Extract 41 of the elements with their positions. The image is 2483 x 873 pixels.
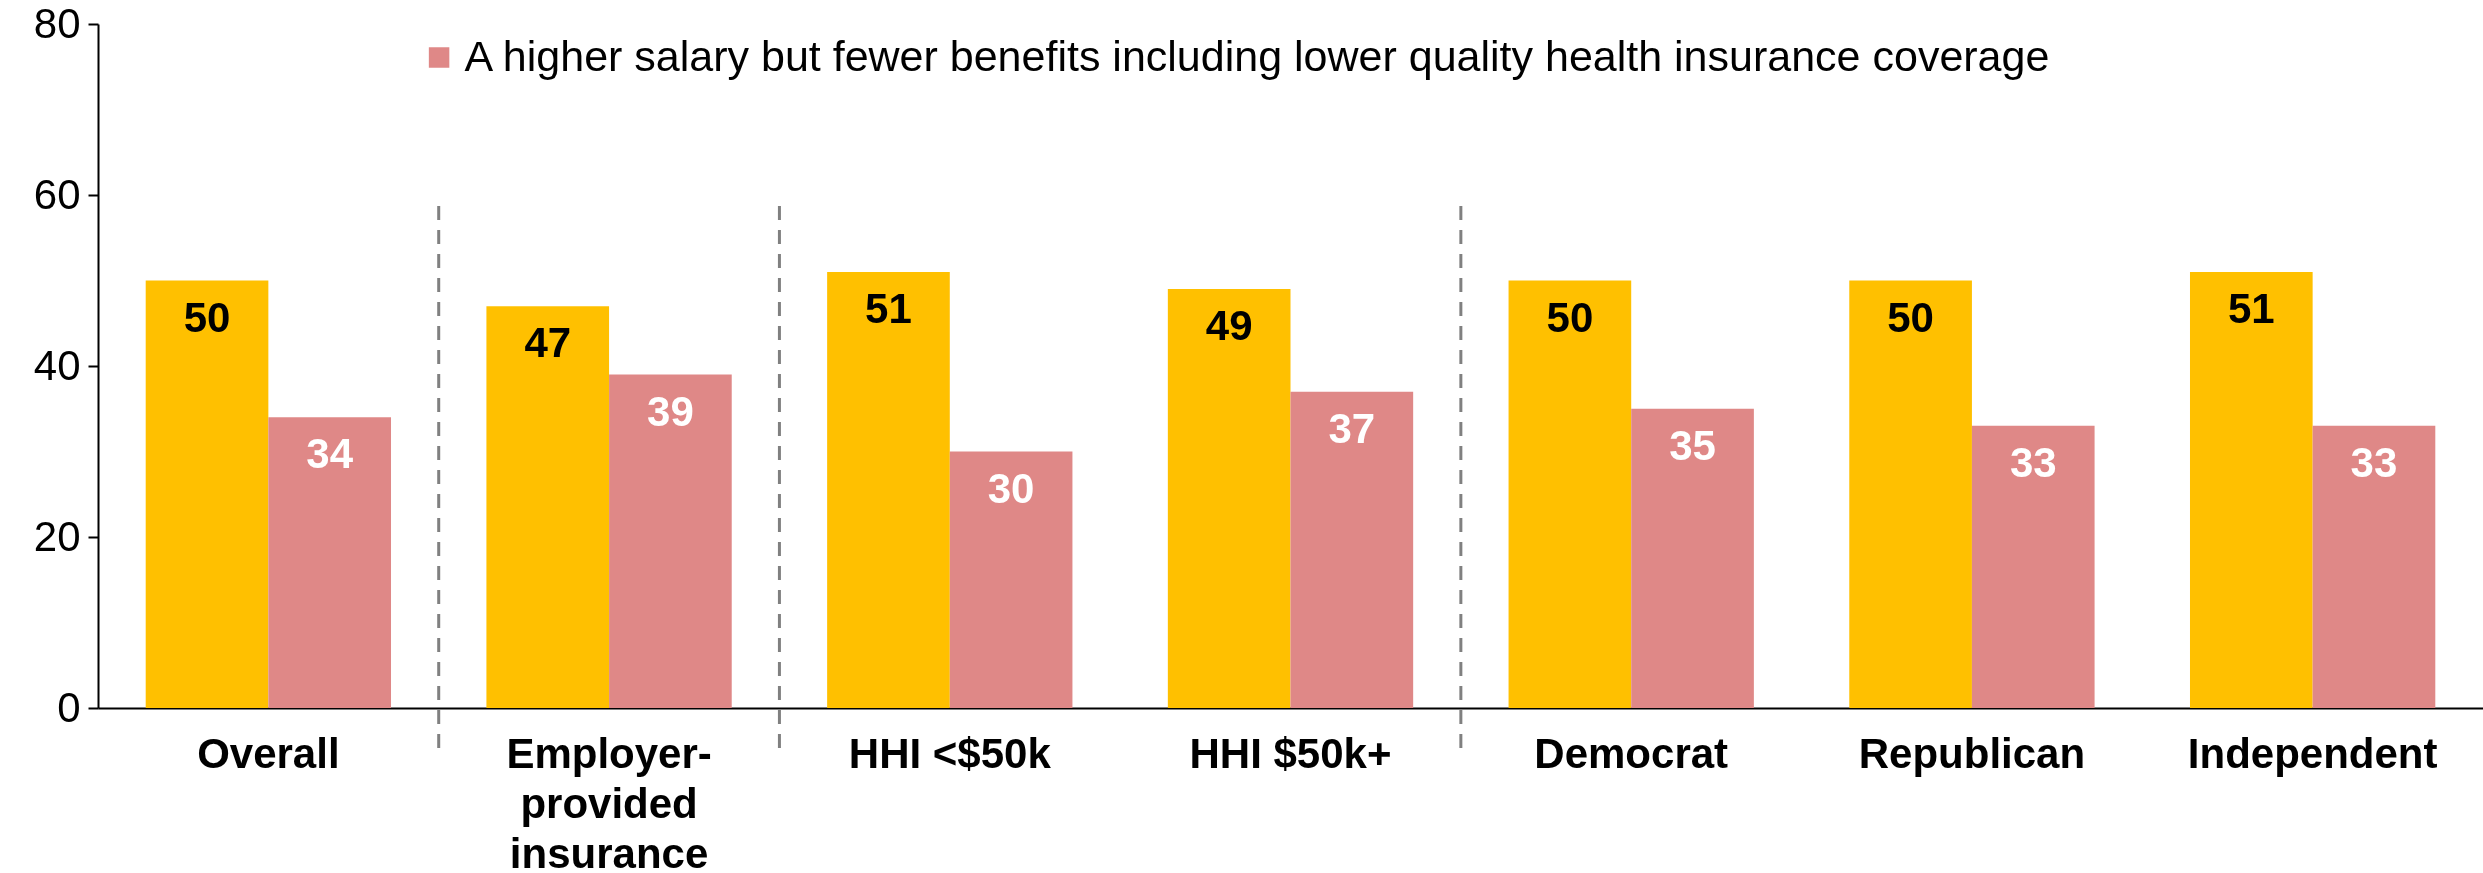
bar	[145, 280, 269, 708]
bar	[2312, 425, 2436, 708]
bar	[1631, 408, 1754, 708]
bar	[268, 417, 392, 708]
bar	[1849, 280, 1972, 708]
data-label: 30	[987, 464, 1035, 512]
y-tick-label: 80	[33, 0, 81, 47]
x-tick-label: HHI $50k+	[1189, 729, 1392, 777]
data-label: 51	[2227, 284, 2275, 332]
bar	[1971, 425, 2095, 708]
x-tick-label: Republican	[1858, 729, 2086, 777]
data-label: 39	[647, 387, 694, 435]
y-tick-label: 20	[33, 512, 81, 560]
bar	[2189, 271, 2313, 708]
x-tick-label: Independent	[2187, 729, 2438, 777]
data-label: 34	[306, 430, 354, 478]
data-label: 37	[1328, 404, 1376, 452]
data-label: 33	[2009, 438, 2057, 486]
x-tick-label: Overall	[197, 729, 340, 777]
data-label: 51	[865, 284, 912, 332]
y-tick-label: 60	[33, 170, 81, 218]
bar	[609, 374, 732, 708]
data-label: 50	[1546, 293, 1594, 341]
bar	[1508, 280, 1632, 708]
data-label: 47	[524, 319, 572, 367]
bar	[827, 271, 950, 708]
bar	[486, 306, 610, 708]
x-tick-label: HHI <$50k	[848, 729, 1052, 777]
data-label: 50	[1887, 293, 1934, 341]
bar	[949, 451, 1073, 708]
legend-label: A higher salary but fewer benefits including lower quality health insurance coverage	[464, 31, 2050, 80]
x-tick-label: Employer-provided insurance	[506, 729, 712, 873]
data-label: 49	[1205, 302, 1253, 350]
data-label: 35	[1669, 421, 1716, 469]
bar	[1290, 391, 1414, 708]
y-tick-label: 40	[33, 341, 81, 389]
data-label: 50	[183, 293, 231, 341]
x-tick-label: Democrat	[1534, 729, 1729, 777]
bar	[1167, 289, 1291, 708]
y-tick-label: 0	[57, 683, 81, 731]
data-label: 33	[2350, 438, 2398, 486]
